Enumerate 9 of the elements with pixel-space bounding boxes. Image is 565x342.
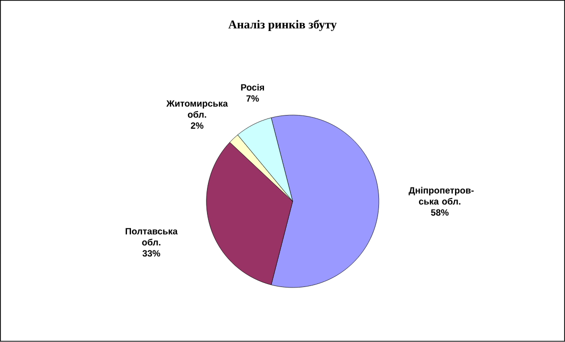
- data-label: 33%: [142, 250, 160, 257]
- data-label: 2%: [190, 122, 204, 129]
- data-label: 58%: [431, 209, 449, 216]
- slice-label: Росія: [241, 84, 264, 91]
- chart-title: Аналіз ринків збуту: [228, 20, 337, 32]
- data-label: 7%: [246, 95, 259, 102]
- slice-label: Житомирська обл.: [166, 100, 228, 118]
- slice-label: Дніпропетров-ська обл.: [408, 187, 474, 205]
- slice-label: Полтавська обл.: [126, 228, 178, 246]
